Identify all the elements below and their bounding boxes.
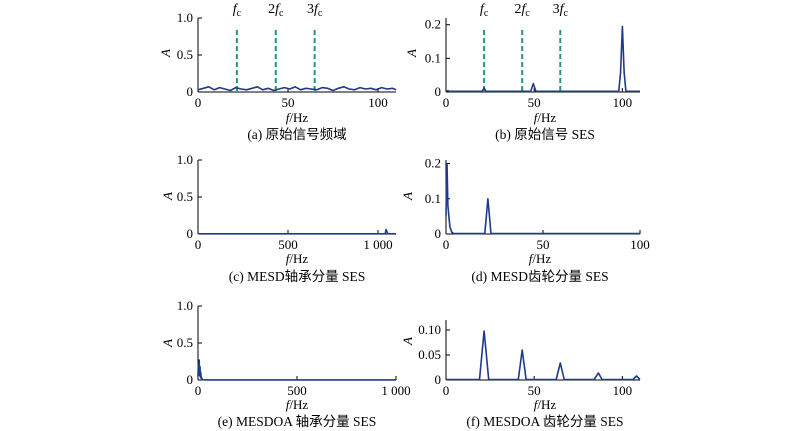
x-tick-label: 1 000	[363, 237, 392, 252]
y-tick-label: 0.05	[418, 347, 441, 362]
series-line	[445, 25, 640, 93]
x-tick-label: 500	[278, 237, 298, 252]
panel-e-plot: 0 500 1 000 0 0.5 1.0	[177, 298, 411, 398]
harmonic-marker-label: 2fc	[515, 2, 531, 19]
x-tick-label: 50	[537, 237, 550, 252]
x-tick-label: 100	[613, 383, 633, 398]
panel-d-xlabel: f/Hz	[529, 251, 552, 266]
y-tick-label: 0.1	[425, 50, 441, 65]
y-tick-label: 0	[187, 84, 194, 99]
y-tick-label: 0.2	[425, 17, 441, 32]
panel-f-caption: (f) MESDOA 齿轮分量 SES	[466, 414, 623, 429]
harmonic-marker-label: fc	[480, 2, 489, 19]
x-tick-label: 50	[282, 95, 295, 110]
series-line	[445, 162, 640, 235]
x-tick-label: 50	[528, 95, 541, 110]
x-tick-label: 100	[630, 237, 650, 252]
x-tick-label: 0	[195, 237, 202, 252]
harmonic-marker-label: 3fc	[553, 2, 569, 19]
y-tick-label: 1.0	[177, 298, 193, 313]
y-tick-label: 1.0	[177, 152, 193, 167]
series-line	[197, 86, 397, 92]
panel-b-xlabel: f/Hz	[534, 110, 557, 125]
y-tick-label: 0.10	[418, 322, 441, 337]
y-tick-label: 0.2	[425, 156, 441, 171]
y-tick-label: 0	[187, 226, 194, 241]
panel-a-caption: (a) 原始信号频域	[247, 127, 346, 142]
y-tick-label: 1.0	[177, 10, 193, 25]
x-tick-label: 0	[443, 95, 450, 110]
panel-b-ylabel: A	[404, 49, 419, 58]
panel-e: A 0 500 1 000 0 0.5 1.0 f/Hz (e) MESDOA 轴承分量 …	[160, 298, 411, 429]
harmonic-marker-label: fc	[233, 2, 242, 19]
panel-e-ylabel: A	[160, 339, 175, 348]
panel-d-plot: 0 50 100 0 0.1 0.2	[425, 156, 650, 252]
panel-e-xlabel: f/Hz	[286, 397, 309, 412]
x-tick-label: 100	[613, 95, 633, 110]
panel-d-ylabel: A	[400, 192, 415, 201]
panel-c-xlabel: f/Hz	[286, 251, 309, 266]
y-tick-label: 0.5	[177, 47, 193, 62]
x-tick-label: 100	[368, 95, 388, 110]
panel-d-caption: (d) MESD齿轮分量 SES	[471, 269, 608, 284]
x-tick-label: 500	[287, 383, 307, 398]
x-tick-label: 0	[443, 383, 450, 398]
panel-f-plot: 0 50 100 0 0.05 0.10	[418, 320, 641, 398]
y-tick-label: 0	[435, 84, 442, 99]
panel-f-xlabel: f/Hz	[534, 397, 557, 412]
panel-c: A 0 500 1 000 0 0.5 1.0 f/Hz (c) MESD轴承分量 SES	[160, 152, 396, 284]
x-tick-label: 50	[528, 383, 541, 398]
x-tick-label: 0	[195, 383, 202, 398]
panel-b-plot: 0 50 100 0 0.1 0.2 fc 2fc 3fc	[425, 2, 640, 110]
panel-c-ylabel: A	[160, 192, 175, 201]
x-tick-label: 0	[443, 237, 450, 252]
panel-f: A 0 50 100 0 0.05 0.10 f/Hz (f) MESDOA 齿轮分量 S…	[400, 320, 641, 429]
panel-b-caption: (b) 原始信号 SES	[495, 127, 595, 142]
x-tick-label: 0	[195, 95, 202, 110]
y-tick-label: 0.5	[177, 189, 193, 204]
series-line	[197, 228, 396, 235]
series-line	[197, 359, 396, 381]
panel-a: A 0 50 100 0 0.5 1.0 fc 2fc 3fc f/Hz (a) 原始信号频域	[158, 2, 397, 142]
panel-c-plot: 0 500 1 000 0 0.5 1.0	[177, 152, 396, 252]
series-line	[446, 330, 641, 381]
panel-d: A 0 50 100 0 0.1 0.2 f/Hz (d) MESD齿轮分量 SES	[400, 156, 650, 284]
x-tick-label: 1 000	[381, 383, 410, 398]
panel-a-plot: 0 50 100 0 0.5 1.0 fc 2fc 3fc	[177, 2, 397, 110]
panel-f-ylabel: A	[400, 337, 415, 346]
panel-a-xlabel: f/Hz	[286, 110, 309, 125]
y-tick-label: 0	[435, 372, 442, 387]
panel-b: A 0 50 100 0 0.1 0.2 fc 2fc 3fc f/Hz (b) 原始信号 SE…	[404, 2, 640, 142]
y-tick-label: 0	[435, 226, 442, 241]
y-tick-label: 0	[187, 372, 194, 387]
panel-e-caption: (e) MESDOA 轴承分量 SES	[218, 414, 377, 429]
panel-a-ylabel: A	[158, 49, 173, 58]
panel-c-caption: (c) MESD轴承分量 SES	[229, 269, 366, 284]
y-tick-label: 0.1	[425, 191, 441, 206]
y-tick-label: 0.5	[177, 335, 193, 350]
harmonic-marker-label: 2fc	[268, 2, 284, 19]
harmonic-marker-label: 3fc	[307, 2, 323, 19]
